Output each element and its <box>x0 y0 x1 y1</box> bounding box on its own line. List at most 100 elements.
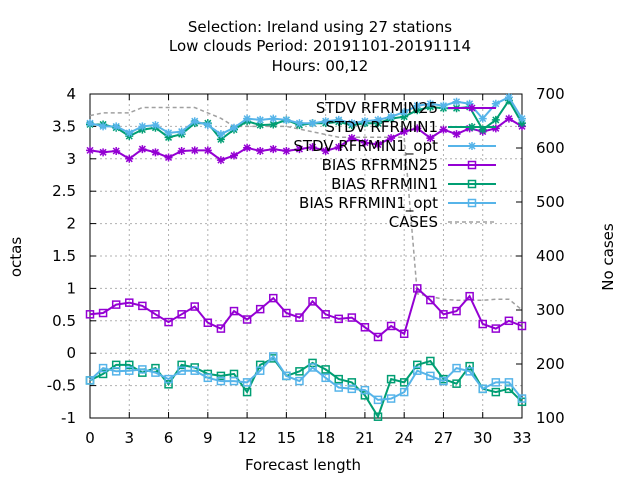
data-point <box>374 115 382 124</box>
data-point <box>151 310 160 319</box>
data-point <box>164 153 173 162</box>
data-point <box>452 97 461 106</box>
data-point <box>334 374 343 384</box>
data-point <box>439 310 448 319</box>
data-point <box>177 147 186 156</box>
legend-label: BIAS RFRMIN1 <box>331 175 438 193</box>
data-point <box>465 99 474 108</box>
series-line <box>89 95 523 136</box>
data-point <box>99 122 108 131</box>
data-point <box>413 360 422 370</box>
data-point <box>347 119 356 128</box>
data-point <box>347 313 357 322</box>
data-point <box>413 284 422 293</box>
data-point <box>334 383 343 392</box>
data-point <box>125 298 134 307</box>
data-point <box>282 115 291 124</box>
y2-tick-label: 400 <box>536 247 565 265</box>
data-point <box>230 151 238 160</box>
data-point <box>138 145 147 154</box>
data-point <box>334 115 343 124</box>
data-point <box>399 387 409 397</box>
data-point <box>321 117 330 126</box>
data-point <box>295 119 304 128</box>
data-point <box>164 133 173 142</box>
series-bias-rfrmin25 <box>85 284 527 342</box>
y2-tick-label: 300 <box>536 301 565 319</box>
title-line-2: Low clouds Period: 20191101-20191114 <box>169 37 471 55</box>
series-line <box>89 286 523 339</box>
x-tick-label: 18 <box>316 429 335 447</box>
data-point <box>334 314 343 324</box>
data-point <box>98 363 108 373</box>
data-point <box>203 146 212 155</box>
data-point <box>347 384 357 394</box>
data-point <box>190 146 199 155</box>
y-tick-label: 0 <box>66 344 76 362</box>
data-point <box>269 145 278 154</box>
y2-tick-label: 100 <box>536 409 565 427</box>
data-point <box>243 114 252 123</box>
data-point <box>517 394 527 403</box>
legend-item: BIAS RFRMIN1_opt <box>299 194 496 213</box>
legend-item: STDV RFRMIN1 <box>325 118 496 136</box>
data-point <box>138 365 147 374</box>
data-point <box>334 143 343 152</box>
data-point <box>491 324 501 333</box>
data-point <box>400 108 409 117</box>
data-point <box>229 376 239 386</box>
data-point <box>282 147 291 156</box>
x-tick-label: 9 <box>203 429 213 447</box>
data-point <box>255 304 265 314</box>
data-point <box>491 378 501 387</box>
data-point <box>203 373 213 383</box>
y-tick-label: -1 <box>61 409 76 427</box>
data-point <box>413 106 422 115</box>
data-point <box>98 369 108 379</box>
data-point <box>452 379 461 388</box>
y-tick-label: 2.5 <box>52 182 76 200</box>
data-point <box>295 313 304 322</box>
data-point <box>517 321 527 331</box>
legend-marker <box>468 142 476 150</box>
x-tick-label: 15 <box>277 429 296 447</box>
data-point <box>426 295 435 305</box>
y-tick-label: 1 <box>66 279 76 297</box>
series-cases <box>89 106 523 311</box>
data-point <box>518 119 526 128</box>
data-point <box>164 128 173 137</box>
data-point <box>256 115 265 124</box>
y-tick-label: 3.5 <box>52 117 76 135</box>
data-point <box>242 387 252 397</box>
data-point <box>321 147 330 156</box>
data-point <box>125 128 134 137</box>
data-point <box>360 138 369 147</box>
data-point <box>374 140 382 149</box>
legend-marker <box>468 123 476 131</box>
series-line <box>89 354 523 401</box>
data-point <box>230 123 238 132</box>
data-point <box>465 367 474 376</box>
data-point <box>243 143 252 152</box>
data-point <box>373 395 383 405</box>
data-point <box>242 315 252 324</box>
data-point <box>86 146 94 155</box>
data-point <box>413 366 422 375</box>
data-point <box>386 321 396 331</box>
data-point <box>125 366 134 375</box>
data-point <box>216 371 226 381</box>
data-point <box>439 101 448 110</box>
data-point <box>242 378 252 387</box>
data-point <box>177 360 186 370</box>
data-point <box>439 376 448 386</box>
data-point <box>151 121 160 130</box>
data-point <box>255 360 265 370</box>
data-point <box>164 317 173 327</box>
data-point <box>138 122 147 131</box>
legend-label: BIAS RFRMIN1_opt <box>299 194 438 213</box>
data-point <box>85 310 95 319</box>
data-point <box>360 391 370 400</box>
x-tick-label: 21 <box>355 429 374 447</box>
x-tick-label: 3 <box>124 429 134 447</box>
grid <box>89 93 523 419</box>
